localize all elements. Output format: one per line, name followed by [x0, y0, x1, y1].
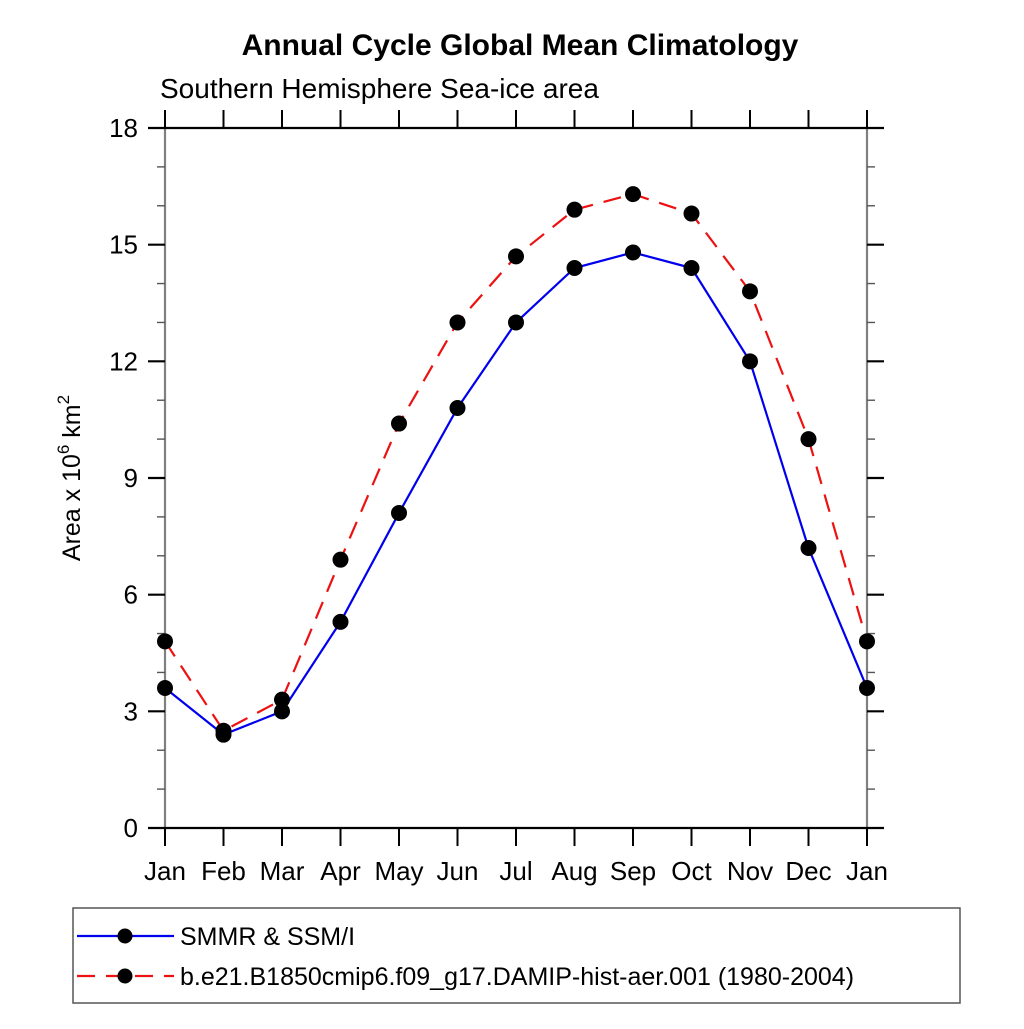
y-tick-label: 3 [124, 696, 138, 726]
x-tick-label: Jan [144, 856, 186, 886]
data-point-marker [332, 613, 349, 630]
legend-item-marker [117, 968, 133, 984]
series-line-1 [164, 192, 869, 733]
data-point-marker [742, 353, 758, 370]
y-axis-title: Area x 106 km2 [54, 395, 86, 561]
legend-box [72, 907, 961, 1004]
chart-title: Annual Cycle Global Mean Climatology [242, 29, 799, 62]
data-point-marker [157, 633, 173, 650]
data-point-marker [683, 205, 700, 222]
data-point-marker [625, 244, 641, 261]
legend-item-marker [117, 928, 133, 944]
data-point-marker [508, 314, 524, 331]
data-point-marker [332, 551, 349, 568]
data-point-marker [859, 633, 875, 650]
data-point-marker [391, 505, 407, 521]
data-point-marker [859, 680, 875, 696]
y-tick-label: 12 [109, 346, 138, 376]
legend: SMMR & SSM/I b.e21.B1850cmip6.f09_g17.DAM… [72, 907, 961, 1004]
x-tick-label: Jul [499, 856, 532, 886]
y-tick-label: 9 [124, 463, 138, 493]
x-tick-label: Mar [260, 856, 305, 886]
data-point-marker [391, 415, 407, 432]
data-point-marker [274, 691, 290, 708]
x-tick-label: May [374, 856, 423, 886]
data-point-marker [274, 703, 290, 720]
data-point-marker [742, 283, 758, 300]
legend-item-label: SMMR & SSM/I [180, 923, 355, 951]
data-point-marker [625, 186, 641, 203]
y-axis-title-group: Area x 106 km2 [54, 395, 86, 561]
legend-item-label: b.e21.B1850cmip6.f09_g17.DAMIP-hist-aer.… [180, 963, 854, 991]
data-point-marker [566, 201, 583, 218]
x-tick-label: Jun [437, 856, 479, 886]
x-tick-label: Feb [201, 856, 246, 886]
x-tick-label: Dec [785, 856, 831, 886]
axes: 0 3 6 9 12 15 18 Jan Feb Mar Apr May Jun Jul Aug Sep Oct… [109, 110, 888, 886]
plot-area [157, 186, 875, 743]
data-point-marker [215, 722, 232, 739]
x-tick-label: Sep [610, 856, 656, 886]
x-tick-label: Apr [320, 856, 361, 886]
data-point-marker [449, 314, 466, 331]
chart-subtitle: Southern Hemisphere Sea-ice area [160, 73, 599, 104]
y-tick-label: 6 [124, 580, 138, 610]
y-tick-label: 18 [109, 113, 138, 143]
data-point-marker [683, 260, 700, 276]
y-tick-label: 0 [124, 813, 138, 843]
y-tick-label: 15 [109, 230, 138, 260]
data-point-marker [800, 431, 817, 448]
x-tick-label: Jan [846, 856, 888, 886]
x-tick-label: Oct [671, 856, 712, 886]
data-point-marker [449, 400, 466, 416]
data-point-marker [800, 540, 817, 556]
data-point-marker [566, 260, 583, 276]
x-tick-label: Aug [551, 856, 597, 886]
data-point-marker [157, 680, 173, 696]
x-tick-label: Nov [727, 856, 773, 886]
data-point-marker [508, 248, 524, 265]
